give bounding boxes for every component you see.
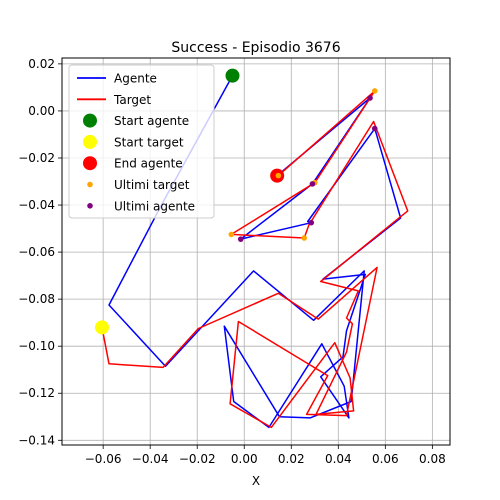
chart-title: Success - Episodio 3676 (171, 40, 340, 56)
legend-label-agente: Agente (114, 72, 157, 86)
x-tick-label: 0.08 (419, 452, 446, 466)
marker-ultimi-target (275, 172, 282, 179)
marker-ultimi-target (371, 88, 378, 94)
x-axis-label: X (252, 474, 260, 488)
marker-ultimi-target (301, 235, 308, 241)
y-tick-label: −0.06 (18, 245, 55, 259)
marker-ultimi-agente (367, 95, 373, 101)
plot-frame (61, 57, 451, 446)
legend-swatch-start-target (83, 134, 97, 149)
marker-ultimi-target (228, 231, 235, 238)
y-tick-label: −0.02 (18, 151, 55, 165)
legend-label-end-agente: End agente (114, 157, 183, 171)
legend-box (68, 64, 215, 219)
x-axis: −0.06 −0.04 −0.02 0.00 0.02 0.04 0.06 0.08 (85, 445, 446, 466)
y-tick-label: 0.00 (28, 104, 55, 118)
series-line-target (101, 90, 409, 429)
legend-label-target: Target (113, 93, 151, 107)
y-tick-label: −0.12 (18, 386, 55, 400)
x-tick-label: 0.02 (278, 452, 305, 466)
legend-swatch-ultimi-agente (87, 203, 93, 209)
marker-start-target (94, 320, 109, 335)
legend-label-start-target: Start target (114, 135, 184, 149)
legend-label-ultimi-agente: Ultimi agente (114, 199, 195, 213)
legend-label-ultimi-target: Ultimi target (114, 178, 190, 192)
y-tick-label: −0.04 (18, 198, 55, 212)
x-tick-label: 0.06 (372, 452, 399, 466)
y-tick-label: −0.10 (18, 339, 55, 353)
markers-layer (94, 68, 378, 335)
y-tick-label: −0.14 (18, 433, 55, 447)
y-tick-label: 0.02 (28, 57, 55, 71)
x-tick-label: −0.02 (179, 452, 216, 466)
x-tick-label: −0.06 (85, 452, 122, 466)
y-tick-label: −0.08 (18, 292, 55, 306)
x-tick-label: 0.04 (325, 452, 352, 466)
marker-ultimi-agente (371, 125, 378, 132)
legend-swatch-end-agente (83, 156, 97, 171)
x-tick-label: 0.00 (231, 452, 258, 466)
marker-ultimi-agente (308, 219, 315, 226)
legend: Agente Target Start agente Start target End … (68, 64, 215, 219)
legend-label-start-agente: Start agente (114, 114, 189, 128)
marker-start-agente (225, 68, 240, 83)
marker-ultimi-agente (237, 236, 244, 242)
legend-swatch-start-agente (83, 113, 97, 128)
y-axis: 0.02 0.00 −0.02 −0.04 −0.06 −0.08 −0.10 −0.12 −0… (18, 57, 62, 447)
x-tick-label: −0.04 (132, 452, 169, 466)
marker-ultimi-agente (309, 181, 316, 187)
legend-swatch-ultimi-target (87, 181, 93, 188)
